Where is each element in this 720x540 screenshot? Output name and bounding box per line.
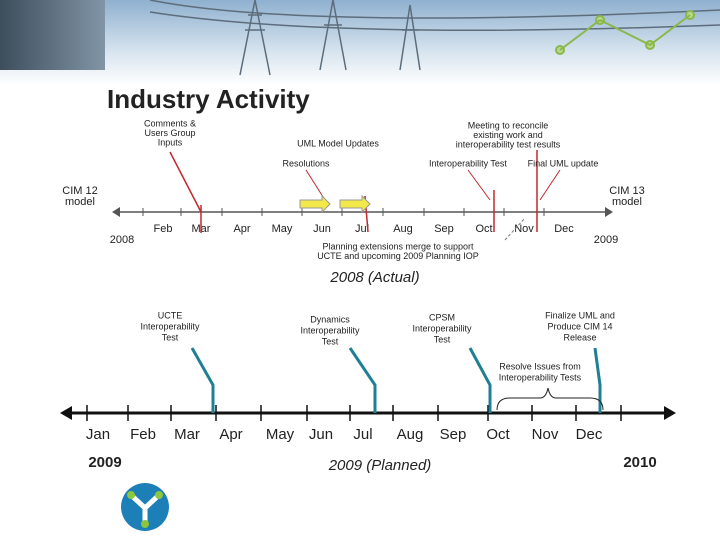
month-label: Feb: [154, 223, 173, 235]
month-label: May: [266, 426, 295, 443]
milestone-label: Interoperability: [140, 321, 200, 331]
range-brace: [496, 387, 604, 411]
milestone-label: Finalize UML and: [545, 310, 615, 320]
month-label: Dec: [576, 426, 603, 443]
month-label: Aug: [393, 223, 413, 235]
annotation: Inputs: [158, 137, 183, 147]
month-label: Jan: [86, 426, 110, 443]
month-label: Feb: [130, 426, 156, 443]
yellow-arrow: [299, 194, 331, 214]
annotation: Resolutions: [282, 158, 330, 168]
month-label: Jul: [355, 223, 369, 235]
timeline-2008: FebMarAprMayJunJulAugSepOctNovDec2008200…: [62, 118, 644, 286]
month-label: Jun: [313, 223, 331, 235]
title: Industry Activity: [107, 84, 310, 114]
banner-photo: [0, 0, 105, 70]
month-label: Mar: [174, 426, 200, 443]
caption: 2008 (Actual): [329, 269, 419, 286]
annotation: Interoperability Test: [429, 158, 507, 168]
month-label: Aug: [397, 426, 424, 443]
annotation: Meeting to reconcile: [468, 120, 549, 130]
month-label: May: [272, 223, 293, 235]
month-label: Sep: [440, 426, 467, 443]
network-graphic: [555, 10, 695, 55]
annotation: Comments &: [144, 118, 196, 128]
milestone-marker: [593, 347, 602, 413]
connector: [539, 169, 561, 201]
annotation: UML Model Updates: [297, 138, 379, 148]
milestone-marker: [190, 347, 215, 413]
yellow-arrow: [339, 194, 371, 214]
model-label: CIM 13: [609, 185, 644, 197]
milestone-label: Test: [434, 334, 451, 344]
annotation: Final UML update: [528, 158, 599, 168]
range-note: Interoperability Tests: [499, 372, 582, 382]
milestone-marker: [348, 347, 377, 413]
milestone-label: Produce CIM 14: [547, 321, 612, 331]
range-note: Resolve Issues from: [499, 361, 581, 371]
connector: [467, 169, 491, 201]
year-label: 2010: [623, 454, 656, 471]
month-label: Oct: [486, 426, 510, 443]
milestone-label: CPSM: [429, 312, 455, 322]
annotation: Planning extensions merge to support: [322, 241, 474, 251]
milestone-marker: [468, 347, 492, 413]
month-label: Nov: [532, 426, 559, 443]
caption: 2009 (Planned): [328, 457, 432, 474]
model-label: model: [65, 196, 95, 208]
year-label: 2009: [88, 454, 121, 471]
annotation: Users Group: [144, 128, 195, 138]
milestone-label: UCTE: [158, 310, 183, 320]
milestone-label: Interoperability: [300, 325, 360, 335]
milestone-label: Release: [563, 332, 596, 342]
year-label: 2009: [594, 234, 618, 246]
month-label: Nov: [514, 223, 534, 235]
month-label: Dec: [554, 223, 574, 235]
month-label: Jun: [309, 426, 333, 443]
milestone-label: Interoperability: [412, 323, 472, 333]
month-label: Apr: [219, 426, 242, 443]
timeline-2009: Jan Feb Mar Apr May Jun Jul Aug Sep Oct Nov Dec 2009…: [60, 310, 676, 474]
month-label: Oct: [475, 223, 492, 235]
milestone-label: Test: [162, 332, 179, 342]
model-label: model: [612, 196, 642, 208]
banner: [0, 0, 720, 85]
event-marker: [169, 151, 202, 213]
month-label: Apr: [233, 223, 250, 235]
milestone-label: Dynamics: [310, 314, 350, 324]
month-label: Sep: [434, 223, 454, 235]
model-label: CIM 12: [62, 185, 97, 197]
month-label: Jul: [353, 426, 372, 443]
year-label: 2008: [110, 234, 134, 246]
annotation: existing work and: [473, 130, 543, 140]
milestone-label: Test: [322, 336, 339, 346]
logo: [121, 483, 169, 531]
annotation: interoperability test results: [456, 139, 561, 149]
annotation: UCTE and upcoming 2009 Planning IOP: [317, 251, 479, 261]
connector: [305, 169, 326, 201]
